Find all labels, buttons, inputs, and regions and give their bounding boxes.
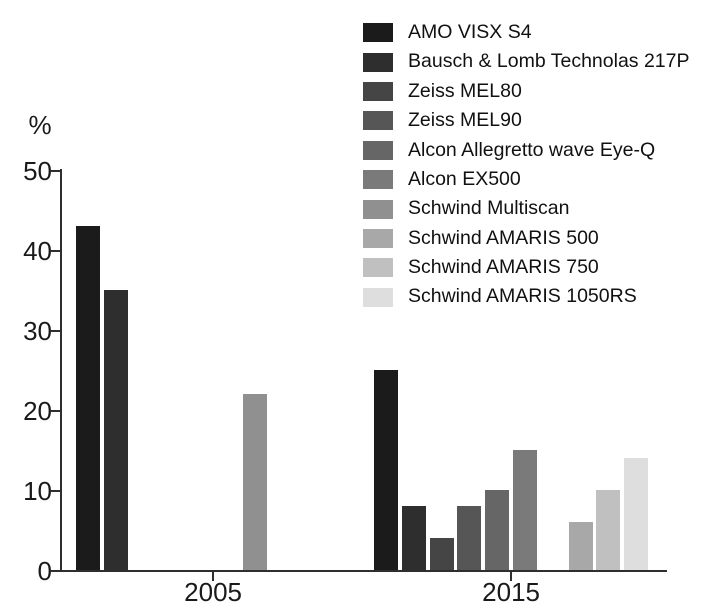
- legend-label: Schwind AMARIS 500: [408, 226, 599, 249]
- legend-swatch-icon: [363, 140, 393, 160]
- legend: AMO VISX S4 Bausch & Lomb Technolas 217P Z…: [363, 18, 690, 312]
- y-tick-mark: [51, 410, 60, 412]
- legend-label: Alcon EX500: [408, 167, 521, 190]
- y-tick-mark: [51, 330, 60, 332]
- bar-2015-amo-visx-s4: [374, 370, 398, 570]
- legend-swatch-icon: [363, 170, 393, 190]
- y-tick-mark: [51, 170, 60, 172]
- bar-2005-schwind-multiscan: [242, 394, 267, 570]
- y-tick-mark: [51, 570, 60, 572]
- legend-item: Schwind AMARIS 1050RS: [363, 283, 690, 312]
- legend-item: Zeiss MEL90: [363, 106, 690, 135]
- bar-2015-alcon-allegretto-wave-eye-q: [485, 490, 510, 570]
- x-tick-mark: [212, 572, 215, 581]
- y-axis-line: [60, 169, 62, 572]
- y-tick-mark: [51, 250, 60, 252]
- legend-item: Schwind Multiscan: [363, 194, 690, 223]
- bar-2015-schwind-amaris-750: [596, 490, 621, 570]
- bar-2015-schwind-amaris-1050rs: [624, 458, 649, 570]
- y-tick-label: 50: [23, 156, 52, 186]
- legend-swatch-icon: [363, 258, 393, 278]
- bar-2015-schwind-amaris-500: [568, 522, 593, 570]
- legend-label: Zeiss MEL80: [408, 79, 522, 102]
- legend-swatch-icon: [363, 199, 393, 219]
- legend-swatch-icon: [363, 287, 393, 307]
- legend-item: Schwind AMARIS 750: [363, 253, 690, 282]
- legend-label: Schwind Multiscan: [408, 197, 570, 220]
- legend-swatch-icon: [363, 81, 393, 101]
- bar-2005-amo-visx-s4: [76, 226, 100, 570]
- y-tick-label: 20: [23, 396, 52, 426]
- legend-item: Zeiss MEL80: [363, 77, 690, 106]
- bar-2015-zeiss-mel80: [429, 538, 454, 570]
- legend-swatch-icon: [363, 52, 393, 72]
- y-tick-label: 0: [37, 556, 52, 586]
- legend-item: AMO VISX S4: [363, 18, 690, 47]
- legend-swatch-icon: [363, 23, 393, 43]
- legend-swatch-icon: [363, 228, 393, 248]
- legend-label: Schwind AMARIS 750: [408, 256, 599, 279]
- legend-label: Schwind AMARIS 1050RS: [408, 285, 637, 308]
- x-tick-label: 2005: [184, 577, 243, 607]
- legend-item: Bausch & Lomb Technolas 217P: [363, 47, 690, 76]
- y-tick-label: 10: [23, 476, 52, 506]
- legend-swatch-icon: [363, 111, 393, 131]
- legend-label: Alcon Allegretto wave Eye-Q: [408, 138, 656, 161]
- bar-2015-zeiss-mel90: [457, 506, 482, 570]
- x-tick-mark: [510, 572, 513, 581]
- legend-label: Bausch & Lomb Technolas 217P: [408, 50, 690, 73]
- bar-2015-alcon-ex500: [513, 450, 537, 570]
- legend-label: Zeiss MEL90: [408, 109, 522, 132]
- y-tick-label: 40: [23, 236, 52, 266]
- legend-item: Alcon EX500: [363, 165, 690, 194]
- legend-label: AMO VISX S4: [408, 20, 532, 43]
- legend-item: Alcon Allegretto wave Eye-Q: [363, 136, 690, 165]
- bar-2015-bausch-lomb-technolas-217p: [401, 506, 426, 570]
- x-tick-label: 2015: [482, 577, 541, 607]
- bar-2005-bausch-lomb-technolas-217p: [103, 290, 128, 570]
- y-axis-unit-label: %: [28, 110, 52, 140]
- y-tick-label: 30: [23, 316, 52, 346]
- x-axis-line: [60, 570, 667, 572]
- y-tick-mark: [51, 490, 60, 492]
- legend-item: Schwind AMARIS 500: [363, 224, 690, 253]
